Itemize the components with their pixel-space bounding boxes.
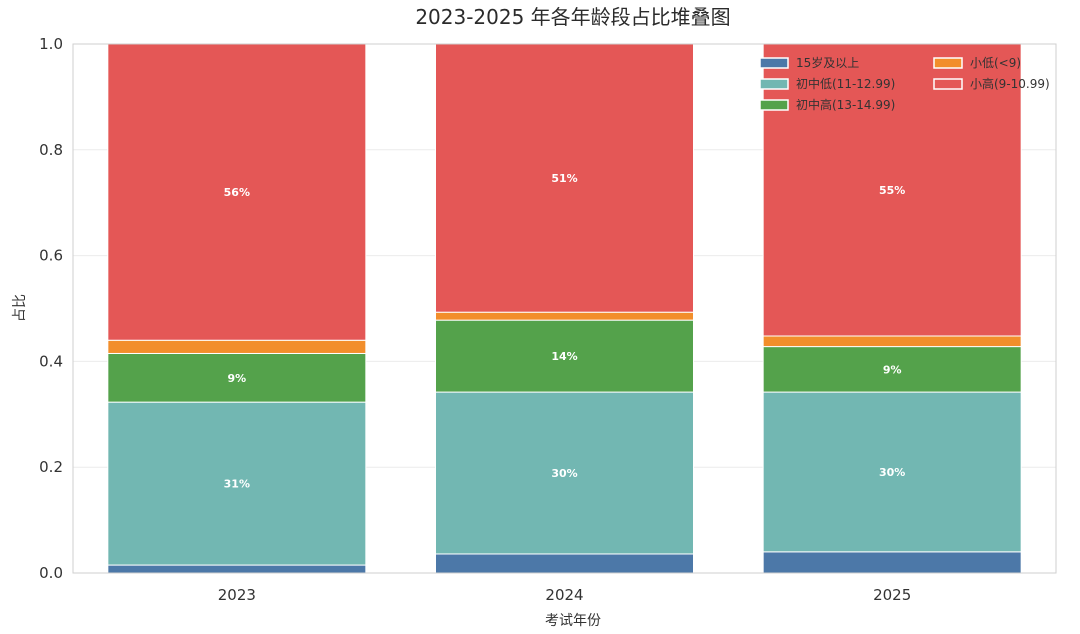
- x-axis-label: 考试年份: [545, 613, 601, 629]
- chart-title: 2023-2025 年各年龄段占比堆叠图: [415, 5, 730, 29]
- bar-segment: [762, 335, 1022, 348]
- legend: 15岁及以上 小低(<9) 初中低(11-12.99) 小高(9-10.99) 初中高(…: [759, 55, 1050, 112]
- bar-segment: [762, 43, 1022, 337]
- bar-value-label: 55%: [879, 184, 905, 197]
- legend-item-label: 小低(<9): [970, 56, 1021, 70]
- bar-segment: [435, 391, 694, 555]
- y-tick-label: 0.8: [39, 141, 63, 159]
- legend-swatch: [933, 57, 963, 69]
- legend-swatch: [759, 57, 789, 69]
- bar-value-label: 51%: [551, 172, 577, 185]
- bar-segment: [107, 401, 367, 566]
- bar-segment: [435, 43, 694, 313]
- bar-segment: [107, 564, 367, 574]
- x-tick-label: 2025: [873, 586, 911, 604]
- bar-segment: [435, 553, 694, 574]
- bar-segment: [762, 551, 1022, 574]
- legend-item-label: 15岁及以上: [796, 55, 859, 70]
- bar-value-label: 31%: [224, 478, 250, 491]
- legend-swatch: [759, 78, 789, 90]
- y-tick-label: 0.4: [39, 352, 63, 370]
- legend-swatch: [759, 99, 789, 111]
- bar-segment: [435, 319, 694, 393]
- bar-segment: [762, 346, 1022, 393]
- y-tick-label: 0.0: [39, 564, 63, 582]
- y-axis-ticks: 0.0 0.2 0.4 0.6 0.8 1.0: [39, 35, 63, 582]
- legend-item-label: 初中高(13-14.99): [796, 97, 895, 112]
- y-tick-label: 0.2: [39, 458, 63, 476]
- bar-value-label: 30%: [551, 467, 577, 480]
- legend-swatch: [933, 78, 963, 90]
- bar-segment: [107, 352, 367, 403]
- y-tick-label: 1.0: [39, 35, 63, 53]
- bar-value-label: 14%: [551, 350, 577, 363]
- plot-frame: [72, 43, 1057, 574]
- bar-segment: [762, 391, 1022, 553]
- bar-segment: [107, 339, 367, 354]
- bar-value-label: 56%: [224, 186, 250, 199]
- x-axis-ticks: 2023 2024 2025: [218, 586, 912, 604]
- legend-item-label: 初中低(11-12.99): [796, 76, 895, 91]
- bar-segment: [107, 43, 367, 341]
- y-axis-label: 占比: [12, 294, 28, 322]
- bar-value-label: 9%: [227, 372, 246, 385]
- bars: 31% 9% 56% 30% 14% 51% 30% 9% 55%: [107, 43, 1022, 574]
- y-tick-label: 0.6: [39, 247, 63, 265]
- bar-segment: [435, 311, 694, 321]
- legend-item-label: 小高(9-10.99): [970, 76, 1050, 91]
- x-tick-label: 2024: [545, 586, 583, 604]
- bar-value-label: 30%: [879, 466, 905, 479]
- bar-value-label: 9%: [883, 363, 902, 376]
- x-tick-label: 2023: [218, 586, 256, 604]
